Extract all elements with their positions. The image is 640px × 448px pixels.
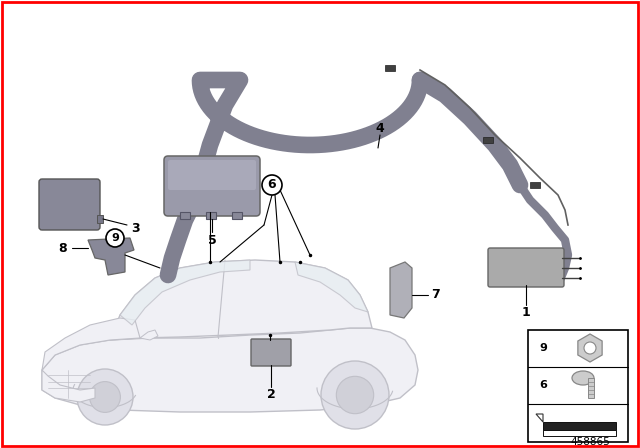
Bar bbox=[483, 137, 493, 143]
Circle shape bbox=[336, 376, 374, 414]
Polygon shape bbox=[42, 370, 95, 402]
Text: 6: 6 bbox=[539, 380, 547, 390]
Text: 6: 6 bbox=[268, 178, 276, 191]
Polygon shape bbox=[88, 238, 134, 275]
Text: 2: 2 bbox=[267, 388, 275, 401]
Polygon shape bbox=[295, 262, 368, 312]
Bar bbox=[180, 212, 190, 219]
Bar bbox=[530, 182, 540, 188]
Circle shape bbox=[106, 229, 124, 247]
Bar bbox=[588, 378, 594, 398]
Text: 5: 5 bbox=[207, 233, 216, 246]
Text: 3: 3 bbox=[131, 223, 140, 236]
Text: 9: 9 bbox=[539, 343, 547, 353]
Polygon shape bbox=[42, 328, 418, 412]
Circle shape bbox=[262, 175, 282, 195]
Polygon shape bbox=[110, 260, 372, 340]
Text: 4: 4 bbox=[376, 121, 385, 134]
Polygon shape bbox=[536, 414, 543, 422]
Text: 458865: 458865 bbox=[570, 437, 610, 447]
Bar bbox=[97, 215, 103, 223]
FancyBboxPatch shape bbox=[251, 339, 291, 366]
Polygon shape bbox=[140, 330, 158, 340]
Bar bbox=[206, 212, 216, 219]
Text: 1: 1 bbox=[522, 306, 531, 319]
Text: 9: 9 bbox=[111, 233, 119, 243]
FancyBboxPatch shape bbox=[164, 156, 260, 216]
Circle shape bbox=[90, 382, 120, 413]
Bar bbox=[528, 330, 628, 442]
Circle shape bbox=[584, 342, 596, 354]
Polygon shape bbox=[543, 422, 616, 430]
Ellipse shape bbox=[572, 371, 594, 385]
FancyBboxPatch shape bbox=[488, 248, 564, 287]
FancyBboxPatch shape bbox=[39, 179, 100, 230]
Polygon shape bbox=[42, 318, 140, 370]
FancyBboxPatch shape bbox=[168, 160, 256, 190]
Circle shape bbox=[77, 369, 133, 425]
Polygon shape bbox=[120, 260, 250, 325]
Bar bbox=[385, 65, 395, 71]
Circle shape bbox=[321, 361, 389, 429]
Bar bbox=[543, 430, 616, 436]
Polygon shape bbox=[390, 262, 412, 318]
Bar bbox=[232, 212, 242, 219]
Text: 7: 7 bbox=[431, 289, 440, 302]
Text: 8: 8 bbox=[59, 241, 67, 254]
